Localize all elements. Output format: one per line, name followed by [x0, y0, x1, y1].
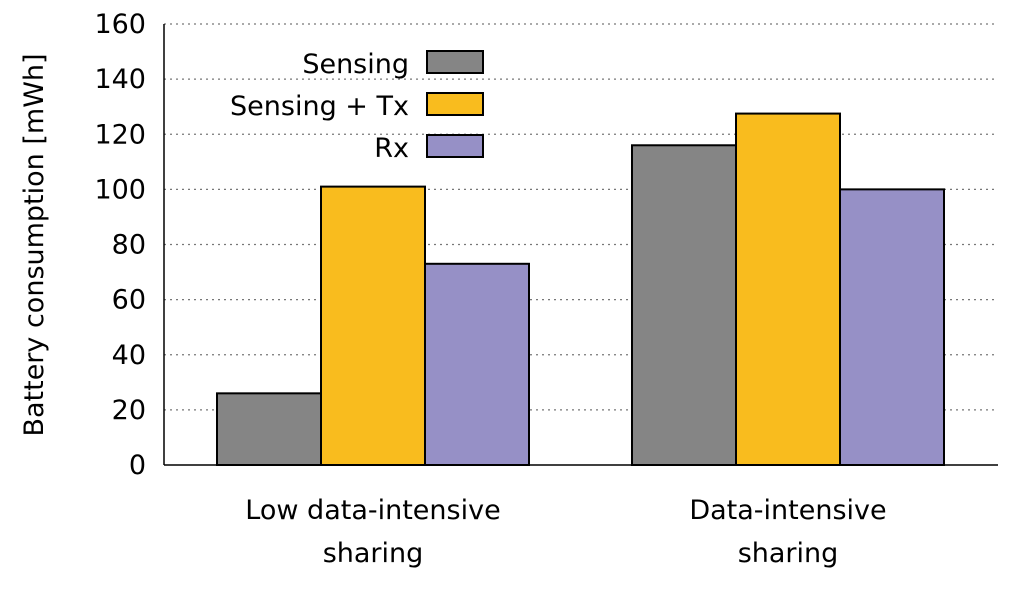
legend-swatch: [426, 134, 484, 158]
bars: [216, 112, 945, 467]
y-tick-label: 60: [112, 285, 146, 316]
x-category-label: sharing: [323, 538, 424, 569]
legend-label: Sensing + Tx: [230, 91, 409, 122]
y-tick-label: 40: [112, 340, 146, 371]
bar-rx: [839, 188, 945, 466]
bar-rx: [424, 262, 530, 467]
axes: [163, 24, 998, 466]
x-category-label: Data-intensive: [689, 495, 886, 526]
y-tick-label: 0: [129, 450, 146, 481]
bar-sensing-tx: [735, 112, 841, 466]
x-category-label: sharing: [738, 538, 839, 569]
legend: Sensing Sensing + Tx Rx: [230, 49, 484, 164]
y-tick-label: 140: [94, 64, 146, 95]
bar-sensing: [216, 392, 322, 466]
bar-sensing-tx: [320, 185, 426, 466]
y-tick-label: 100: [94, 174, 146, 205]
y-tick-label: 160: [94, 9, 146, 40]
legend-label: Sensing: [302, 49, 409, 80]
x-category-label: Low data-intensive: [245, 495, 500, 526]
y-tick-label: 20: [112, 395, 146, 426]
legend-swatch: [426, 50, 484, 74]
y-tick-labels: 0 20 40 60 80 100 120 140 160: [94, 9, 146, 481]
y-tick-label: 120: [94, 119, 146, 150]
legend-swatch: [426, 92, 484, 116]
x-category-labels: Low data-intensive sharing Data-intensive s…: [245, 495, 886, 569]
y-axis-label: Battery consumption [mWh]: [19, 53, 50, 436]
y-tick-label: 80: [112, 230, 146, 261]
legend-label: Rx: [374, 133, 409, 164]
bar-sensing: [631, 144, 737, 466]
